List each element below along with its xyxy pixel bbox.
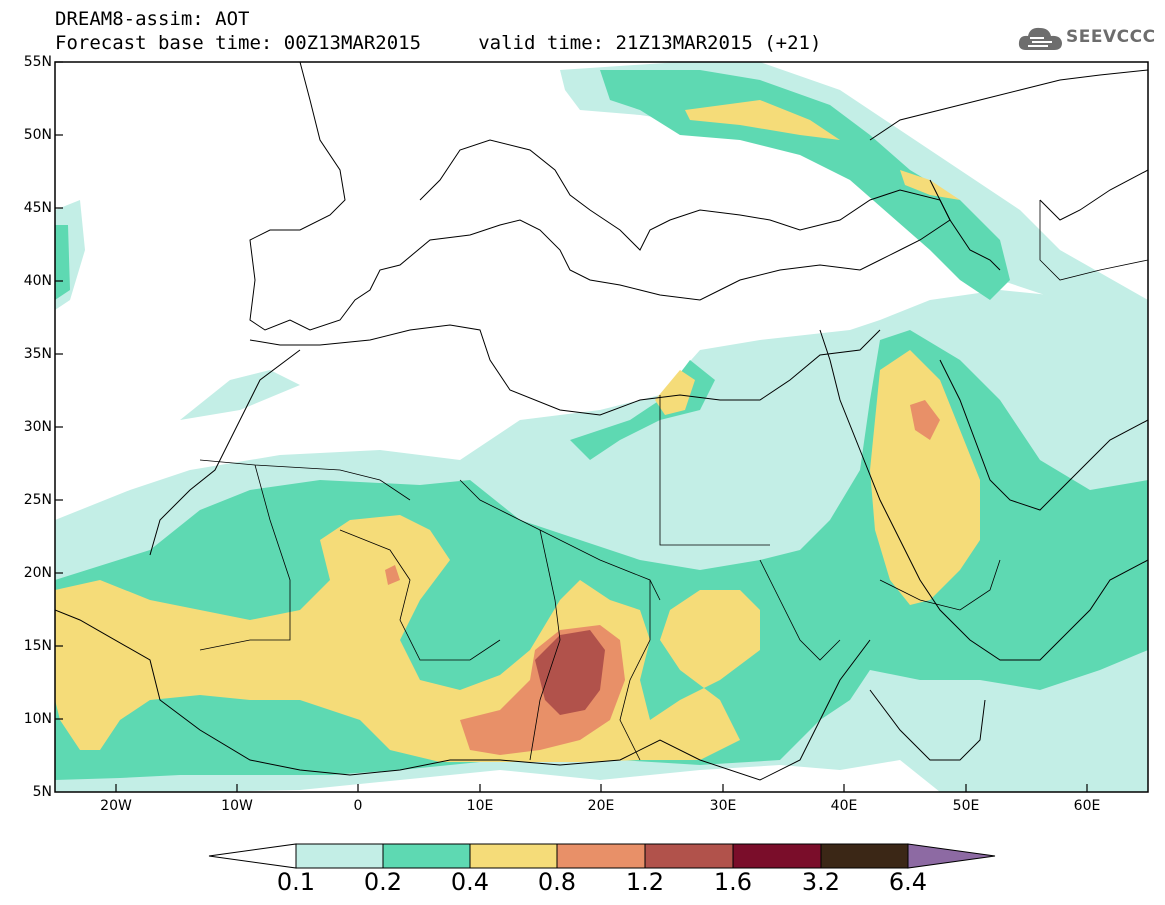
colorbar-label: 3.2 — [801, 868, 841, 896]
colorbar-swatch — [820, 843, 909, 869]
lat-label: 20N — [23, 565, 52, 581]
aot-band-0.4 — [685, 100, 840, 140]
aot-band-0.4 — [900, 170, 960, 200]
lon-label: 40E — [830, 798, 858, 814]
lon-label: 60E — [1073, 798, 1101, 814]
axis-ticks — [55, 61, 1088, 792]
aot-band-1.2 — [535, 630, 605, 715]
lat-label: 5N — [32, 784, 52, 800]
lat-label: 35N — [23, 346, 52, 362]
lat-label: 15N — [23, 638, 52, 654]
lat-label: 55N — [23, 54, 52, 70]
lat-label: 40N — [23, 273, 52, 289]
aot-band-0.8 — [910, 400, 940, 440]
colorbar-swatch — [382, 843, 471, 869]
aot-band-0.4 — [870, 350, 980, 605]
country-borders — [199, 200, 1148, 761]
lon-label: 20E — [587, 798, 615, 814]
coastlines — [55, 62, 1148, 781]
aot-band-0.1 — [510, 410, 660, 450]
aot-band-0.2 — [55, 225, 70, 300]
aot-band-0.8 — [385, 565, 400, 585]
lat-label: 10N — [23, 711, 52, 727]
colorbar-label: 0.4 — [450, 868, 490, 896]
forecast-times: Forecast base time: 00Z13MAR2015 valid t… — [55, 32, 822, 54]
colorbar-label: 0.1 — [276, 868, 316, 896]
colorbar-label: 6.4 — [888, 868, 928, 896]
lon-label: 30E — [709, 798, 737, 814]
colorbar-label: 1.2 — [625, 868, 665, 896]
lon-label: 50E — [952, 798, 980, 814]
colorbar-label: 1.6 — [713, 868, 753, 896]
seevccc-logo: SEEVCCC — [1018, 22, 1158, 56]
colorbar-label: 0.8 — [537, 868, 577, 896]
colorbar-swatch — [732, 843, 822, 869]
lat-label: 50N — [23, 127, 52, 143]
lat-label: 30N — [23, 419, 52, 435]
lat-label: 45N — [23, 200, 52, 216]
lon-label: 10W — [221, 798, 253, 814]
aot-band-0.4 — [655, 370, 695, 415]
aot-band-0.2 — [600, 70, 1010, 300]
lon-label: 10E — [466, 798, 494, 814]
logo-text: SEEVCCC — [1066, 27, 1156, 47]
aot-band-0.1 — [180, 370, 300, 420]
colorbar-swatch — [556, 843, 646, 869]
lon-label: 20W — [100, 798, 132, 814]
lat-label: 25N — [23, 492, 52, 508]
colorbar-upper-arrow — [907, 843, 996, 869]
map-title: DREAM8-assim: AOT — [55, 8, 250, 30]
colorbar-swatch — [295, 843, 384, 869]
aot-shading — [55, 62, 1148, 792]
colorbar-lower-arrow — [208, 843, 297, 869]
colorbar-label: 0.2 — [363, 868, 403, 896]
lon-label: 0 — [353, 798, 363, 814]
cloud-icon — [1018, 27, 1062, 50]
colorbar-swatch — [644, 843, 734, 869]
colorbar-swatch — [469, 843, 558, 869]
colorbar — [208, 843, 996, 869]
